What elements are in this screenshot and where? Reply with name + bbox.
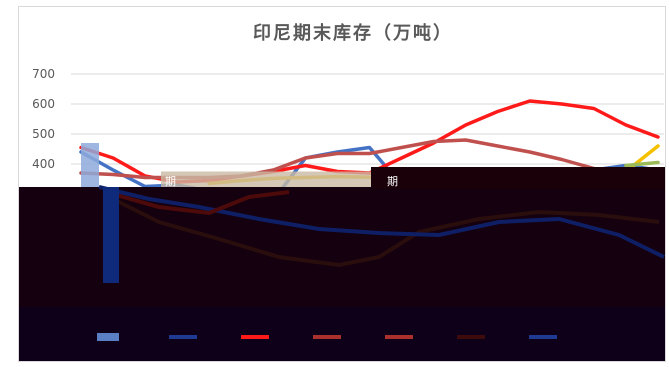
inplot-label: 期 xyxy=(387,175,398,188)
occluding-overlay xyxy=(371,167,665,189)
y-axis: 400 500 600 700 xyxy=(32,67,55,171)
obscured-series-line xyxy=(98,185,665,259)
chart-title: 印尼期末库存（万吨） xyxy=(253,22,453,44)
y-tick-label: 600 xyxy=(32,97,55,111)
series-line xyxy=(624,160,660,168)
legend-swatch xyxy=(97,333,119,341)
y-tick-label: 400 xyxy=(32,157,55,171)
obscured-series-line xyxy=(108,195,660,268)
line-chart: 400500600700 期期 印尼期末库存（万吨） xyxy=(19,22,665,361)
occluding-overlay xyxy=(19,307,665,361)
dark-overlay: 期期 xyxy=(19,167,665,361)
y-tick-label: 700 xyxy=(32,67,55,81)
obscured-bar xyxy=(103,187,119,283)
chart-frame: 400 500 600 700 期期 印尼期末库存（万吨） xyxy=(18,6,666,362)
inplot-label: 期 xyxy=(165,175,176,188)
obscured-series-line xyxy=(108,190,290,216)
legend xyxy=(97,333,557,341)
y-tick-label: 500 xyxy=(32,127,55,141)
gridlines xyxy=(71,73,664,165)
